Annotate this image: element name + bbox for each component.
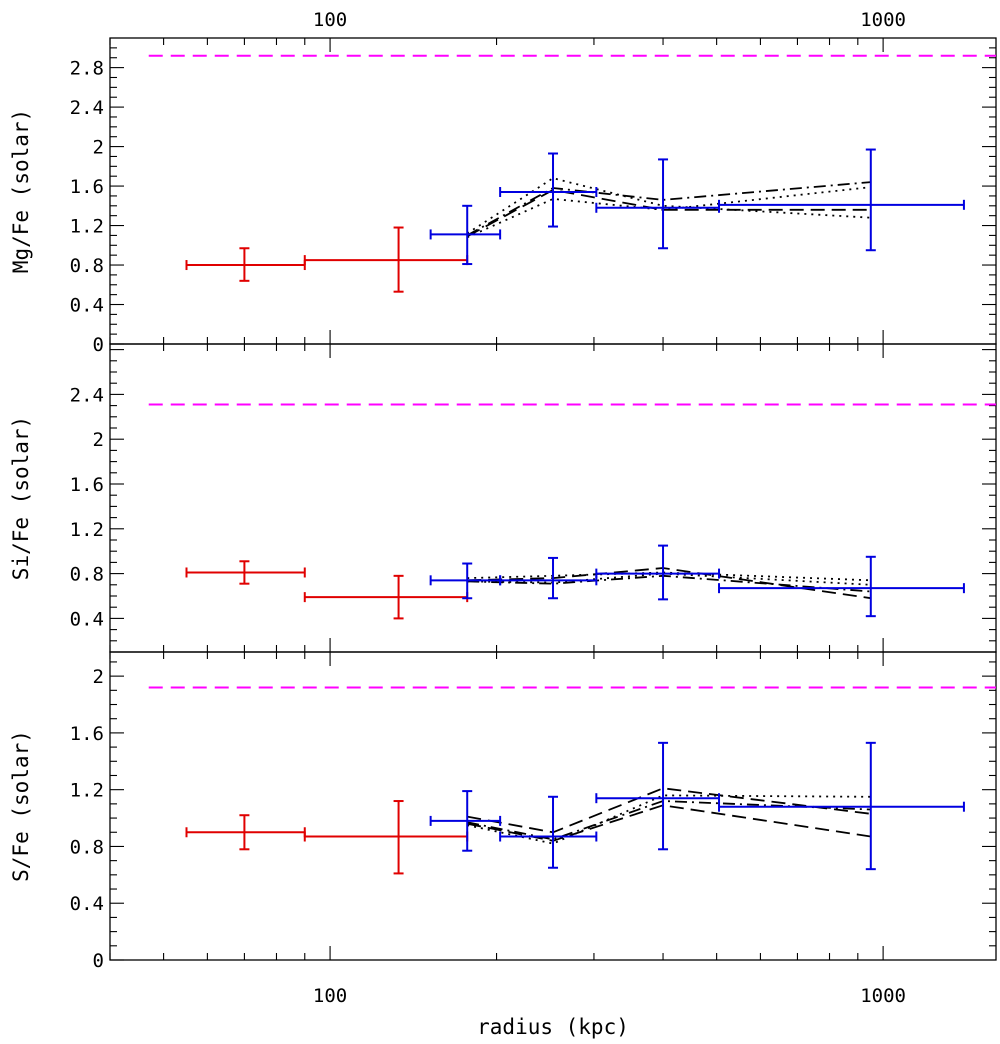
red-data-point — [303, 574, 469, 620]
model-curve-dash — [467, 567, 871, 600]
blue-data-point — [595, 158, 721, 250]
bottom-tick-label-100: 100 — [313, 985, 347, 1007]
y-tick-label: 0.4 — [70, 608, 104, 630]
top-tick-label-100: 100 — [313, 9, 347, 31]
x-axis-label: radius (kpc) — [477, 1015, 629, 1039]
model-curve-dash — [467, 787, 871, 834]
red-data-point — [303, 800, 469, 875]
blue-data-point — [499, 152, 598, 228]
top-tick-label-1000: 1000 — [860, 9, 906, 31]
blue-data-point — [718, 741, 965, 871]
model-curve-dot — [466, 186, 871, 239]
y-tick-label: 1.2 — [70, 519, 104, 541]
y-tick-label: 2 — [93, 429, 104, 451]
y-axis-label: S/Fe (solar) — [9, 730, 33, 882]
model-curve-dash — [466, 189, 871, 238]
y-tick-label: 0 — [93, 334, 104, 356]
y-tick-label: 1.2 — [70, 216, 104, 238]
y-tick-label: 2 — [93, 666, 104, 688]
blue-data-point — [429, 562, 502, 600]
y-tick-label: 0.8 — [70, 836, 104, 858]
panel-2: 0.4 0.8 1.2 1.6 2 2.4 Si/Fe (solar) — [9, 343, 997, 653]
blue-data-point — [429, 204, 502, 266]
blue-data-point — [595, 741, 721, 851]
red-data-point — [303, 226, 469, 293]
y-tick-label: 1.6 — [70, 474, 104, 496]
y-tick-label: 0.4 — [70, 295, 104, 317]
blue-data-point — [499, 556, 598, 600]
model-curve-dash — [467, 804, 871, 842]
bottom-tick-label-1000: 1000 — [860, 985, 906, 1007]
red-data-point — [185, 247, 306, 282]
y-tick-label: 2.8 — [70, 58, 104, 80]
panel-3: 0 0.4 0.8 1.2 1.6 2 S/Fe (solar) — [9, 651, 997, 972]
red-data-point — [185, 560, 306, 585]
red-data-point — [185, 814, 306, 851]
y-tick-label: 0 — [93, 950, 104, 972]
y-tick-label: 1.6 — [70, 176, 104, 198]
panels-group: 0 0.4 0.8 1.2 1.6 2 2.4 2.8 Mg/Fe (solar) 0.4 0.8 1… — [9, 37, 997, 972]
panel-1: 0 0.4 0.8 1.2 1.6 2 2.4 2.8 Mg/Fe (solar) — [9, 37, 997, 356]
blue-data-point — [595, 544, 721, 601]
y-tick-label: 1.2 — [70, 780, 104, 802]
y-tick-label: 2.4 — [70, 97, 104, 119]
panel-frame — [109, 651, 997, 961]
panel-frame — [109, 343, 997, 653]
y-tick-label: 0.8 — [70, 564, 104, 586]
y-tick-label: 0.4 — [70, 893, 104, 915]
blue-data-point — [429, 790, 502, 852]
model-curve-dashdot — [466, 181, 871, 237]
y-axis-label: Mg/Fe (solar) — [9, 109, 33, 273]
y-tick-label: 0.8 — [70, 255, 104, 277]
y-axis-label: Si/Fe (solar) — [9, 416, 33, 580]
blue-data-point — [718, 555, 965, 618]
blue-data-point — [718, 148, 965, 252]
model-curve-dashdot — [467, 574, 871, 593]
y-tick-label: 2 — [93, 137, 104, 159]
model-curve-dashdot — [467, 800, 871, 841]
model-curve-dot — [467, 572, 871, 586]
blue-data-point — [499, 795, 598, 869]
y-tick-label: 2.4 — [70, 384, 104, 406]
y-tick-label: 1.6 — [70, 723, 104, 745]
